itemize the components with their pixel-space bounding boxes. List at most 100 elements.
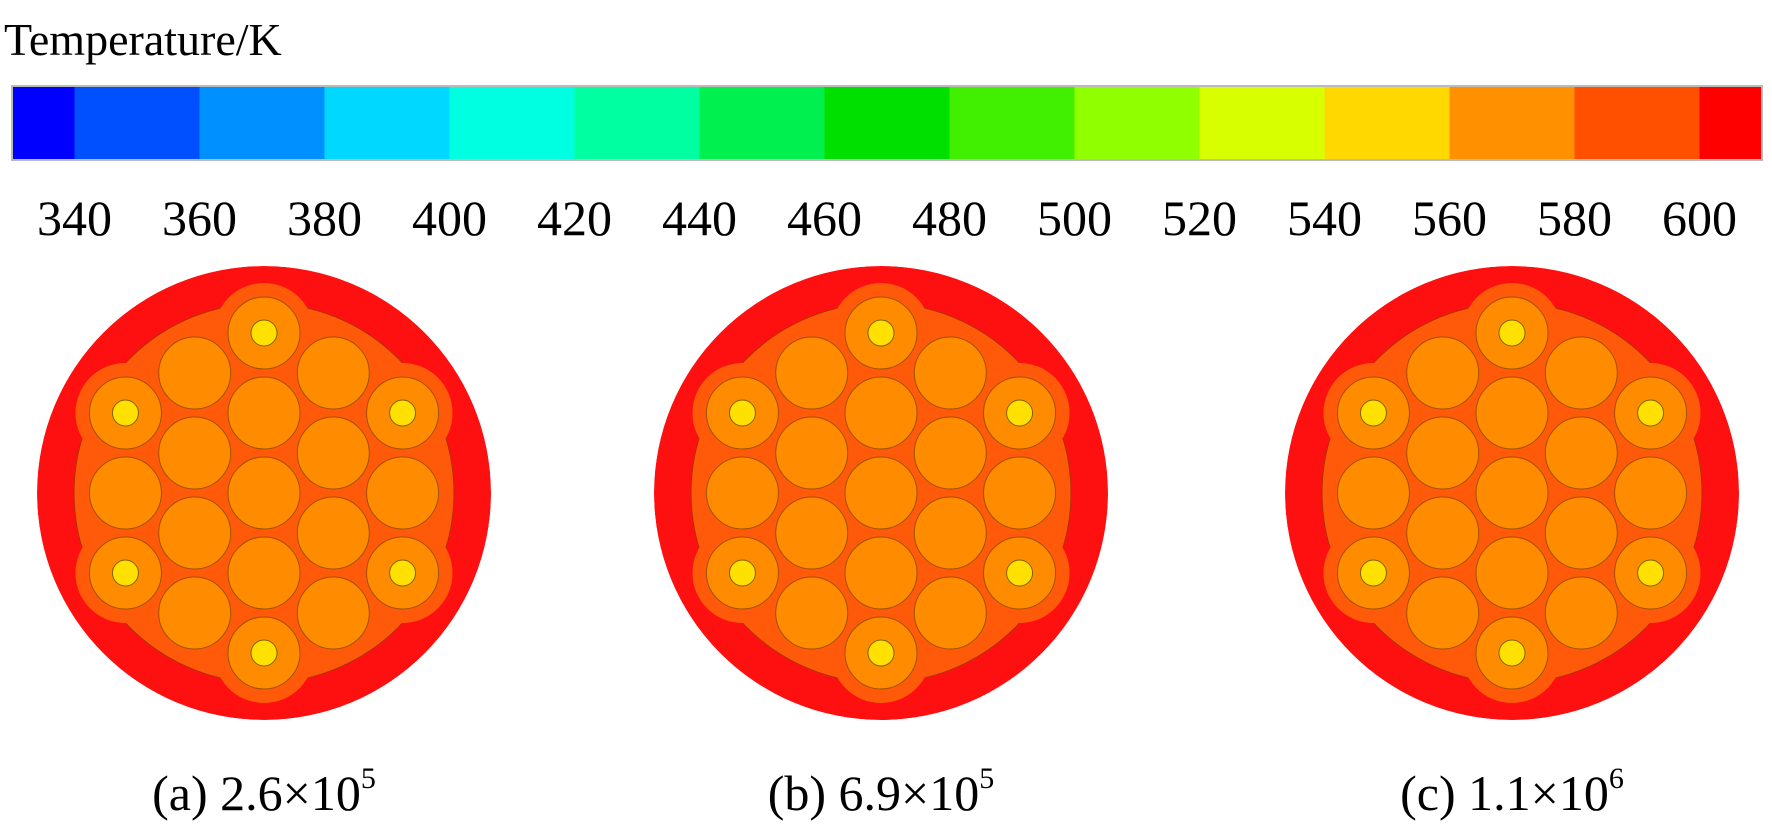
- rod-region: [1544, 576, 1618, 650]
- rod-region: [775, 336, 849, 410]
- tick-label: 340: [37, 190, 112, 246]
- hot-spot: [1359, 399, 1387, 427]
- contour-panel: (a) 2.6×105: [37, 266, 491, 821]
- rod-region: [158, 496, 232, 570]
- caption-exponent: 5: [361, 762, 376, 795]
- hot-spot: [867, 319, 895, 347]
- tick-label: 540: [1287, 190, 1362, 246]
- rod-region: [1544, 416, 1618, 490]
- rod-region: [844, 456, 918, 530]
- tick-label: 440: [662, 190, 737, 246]
- caption-exponent: 5: [979, 762, 994, 795]
- hot-spot: [1498, 639, 1526, 667]
- hot-spot: [250, 639, 278, 667]
- rod-region: [296, 496, 370, 570]
- caption-text: (a) 2.6×10: [152, 765, 361, 821]
- rod-region: [1336, 456, 1410, 530]
- hot-spot: [111, 559, 139, 587]
- colorbar-frame: [11, 85, 1763, 161]
- rod-region: [1614, 456, 1688, 530]
- colorbar-title: Temperature/K: [4, 14, 282, 65]
- hot-spot: [1498, 319, 1526, 347]
- tick-label: 600: [1662, 190, 1737, 246]
- hot-spot: [1006, 559, 1034, 587]
- tick-label: 520: [1162, 190, 1237, 246]
- rod-region: [775, 496, 849, 570]
- contour-panel: (c) 1.1×106: [1285, 266, 1739, 821]
- colorbar-ticks: 340 360 380 400 420 440 460 480 500 520 540 560 580 6…: [37, 190, 1737, 246]
- contour: [37, 266, 491, 720]
- rod-region: [1475, 376, 1549, 450]
- rod-region: [775, 576, 849, 650]
- color-band: [12, 86, 75, 160]
- rod-region: [1406, 336, 1480, 410]
- color-band: [324, 86, 450, 160]
- color-band: [1199, 86, 1325, 160]
- rod-region: [296, 416, 370, 490]
- hot-spot: [1637, 559, 1665, 587]
- hot-spot: [728, 559, 756, 587]
- rod-region: [844, 536, 918, 610]
- panels: (a) 2.6×105 (b) 6.9×105 (c) 1.1×106: [37, 266, 1739, 821]
- rod-region: [158, 576, 232, 650]
- color-band: [449, 86, 575, 160]
- rod-region: [1475, 456, 1549, 530]
- hot-spot: [1006, 399, 1034, 427]
- panel-caption: (a) 2.6×105: [152, 762, 376, 821]
- rod-region: [705, 456, 779, 530]
- rod-region: [1406, 416, 1480, 490]
- hot-spot: [1637, 399, 1665, 427]
- rod-region: [775, 416, 849, 490]
- hot-spot: [1359, 559, 1387, 587]
- hot-spot: [728, 399, 756, 427]
- rod-region: [1406, 496, 1480, 570]
- color-band: [1324, 86, 1450, 160]
- rod-region: [913, 336, 987, 410]
- color-band: [824, 86, 950, 160]
- rod-region: [88, 456, 162, 530]
- rod-region: [227, 536, 301, 610]
- rod-region: [366, 456, 440, 530]
- contour: [654, 266, 1108, 720]
- rod-region: [844, 376, 918, 450]
- color-band: [199, 86, 325, 160]
- hot-spot: [389, 559, 417, 587]
- hot-spot: [250, 319, 278, 347]
- rod-region: [158, 416, 232, 490]
- color-band: [1449, 86, 1575, 160]
- color-band: [949, 86, 1075, 160]
- color-band: [574, 86, 700, 160]
- hot-spot: [867, 639, 895, 667]
- color-band: [699, 86, 825, 160]
- color-band: [1574, 86, 1700, 160]
- contour-panel: (b) 6.9×105: [654, 266, 1108, 821]
- rod-region: [913, 416, 987, 490]
- caption-exponent: 6: [1609, 762, 1624, 795]
- rod-region: [227, 456, 301, 530]
- colorbar: [11, 85, 1763, 161]
- rod-region: [913, 496, 987, 570]
- rod-region: [1544, 336, 1618, 410]
- rod-region: [227, 376, 301, 450]
- rod-region: [158, 336, 232, 410]
- tick-label: 380: [287, 190, 362, 246]
- panel-caption: (b) 6.9×105: [768, 762, 995, 821]
- rod-region: [296, 336, 370, 410]
- color-band: [1074, 86, 1200, 160]
- tick-label: 560: [1412, 190, 1487, 246]
- tick-label: 480: [912, 190, 987, 246]
- hot-spot: [111, 399, 139, 427]
- rod-region: [983, 456, 1057, 530]
- tick-label: 360: [162, 190, 237, 246]
- tick-label: 460: [787, 190, 862, 246]
- rod-region: [1406, 576, 1480, 650]
- hot-spot: [389, 399, 417, 427]
- tick-label: 500: [1037, 190, 1112, 246]
- caption-text: (b) 6.9×10: [768, 765, 980, 821]
- color-band: [1699, 86, 1762, 160]
- rod-region: [1544, 496, 1618, 570]
- tick-label: 400: [412, 190, 487, 246]
- rod-region: [913, 576, 987, 650]
- tick-label: 580: [1537, 190, 1612, 246]
